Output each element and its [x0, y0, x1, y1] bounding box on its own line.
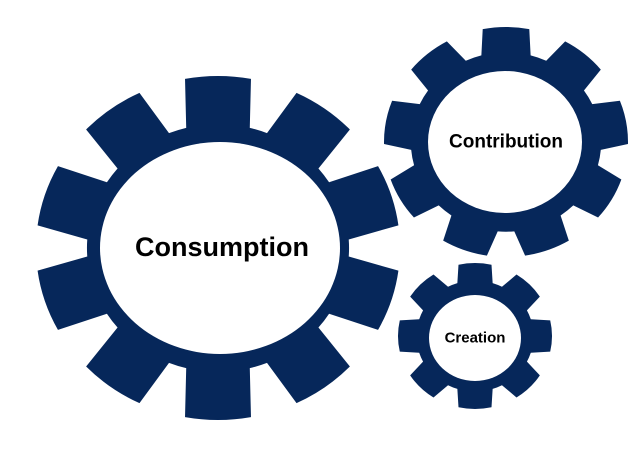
gear-contribution-label: Contribution [449, 132, 563, 153]
gear-creation-hub [429, 295, 521, 381]
gear-creation: Creation [398, 263, 552, 409]
gear-contribution: Contribution [384, 26, 628, 256]
gear-consumption: Consumption [37, 76, 399, 420]
gear-consumption-label: Consumption [135, 232, 309, 262]
gear-creation-label: Creation [445, 330, 506, 347]
gear-consumption-hub [100, 142, 340, 354]
gear-contribution-hub [428, 71, 582, 213]
